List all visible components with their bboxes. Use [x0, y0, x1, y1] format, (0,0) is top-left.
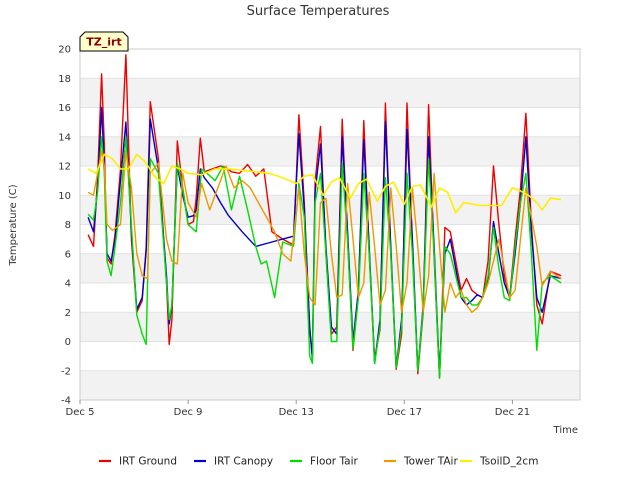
x-axis-label: Time [553, 425, 578, 436]
x-tick-label: Dec 13 [279, 407, 314, 418]
series-line-tower-tair [87, 150, 562, 313]
y-tick-label: 16 [58, 103, 71, 114]
x-tick-label: Dec 17 [387, 407, 422, 418]
series-line-irt-canopy [87, 106, 562, 376]
legend: IRT Ground IRT Canopy Floor Tair Tower TAir… [99, 456, 538, 468]
y-tick-label: -4 [61, 396, 71, 407]
y-tick-label: 14 [58, 132, 71, 143]
y-tick-label: 8 [65, 220, 71, 231]
y-tick-label: -2 [61, 366, 71, 377]
y-tick-label: 18 [58, 74, 71, 85]
series-line-tsoild-2cm [87, 153, 562, 214]
legend-label: Tower TAir [403, 456, 458, 468]
plot-frame [79, 48, 581, 401]
x-tick-label: Dec 21 [495, 407, 530, 418]
band [80, 253, 580, 283]
legend-item: IRT Canopy [194, 456, 273, 468]
y-tick-label: 4 [65, 279, 71, 290]
x-tick-labels: Dec 5 Dec 9 Dec 13 Dec 17 Dec 21 [66, 400, 530, 418]
y-tick-label: 6 [65, 249, 71, 260]
y-axis-label: Temperature (C) [8, 184, 19, 266]
legend-label: Floor Tair [310, 456, 358, 468]
band [80, 78, 580, 108]
site-label-box: TZ_irt [79, 31, 129, 52]
band [80, 136, 580, 166]
series-layer [87, 54, 562, 379]
series-line-floor-tair [87, 136, 562, 379]
legend-item: TsoilD_2cm [460, 456, 538, 468]
legend-label: IRT Ground [119, 456, 177, 468]
legend-item: Tower TAir [384, 456, 458, 468]
y-tick-label: 20 [58, 45, 71, 56]
site-label-badge [79, 31, 129, 52]
site-label: TZ_irt [86, 36, 121, 49]
legend-item: Floor Tair [290, 456, 358, 468]
legend-label: TsoilD_2cm [479, 456, 538, 468]
legend-item: IRT Ground [99, 456, 177, 468]
y-tick-label: 12 [58, 162, 71, 173]
legend-label: IRT Canopy [214, 456, 273, 468]
y-tick-label: 10 [58, 191, 71, 202]
x-tick-label: Dec 9 [174, 407, 203, 418]
x-tick-label: Dec 5 [66, 407, 95, 418]
chart-title: Surface Temperatures [247, 4, 390, 19]
y-tick-label: 2 [65, 308, 71, 319]
y-tick-labels: -4 -2 0 2 4 6 8 10 12 14 16 18 20 [58, 45, 71, 407]
band [80, 370, 580, 400]
y-tick-label: 0 [65, 337, 71, 348]
